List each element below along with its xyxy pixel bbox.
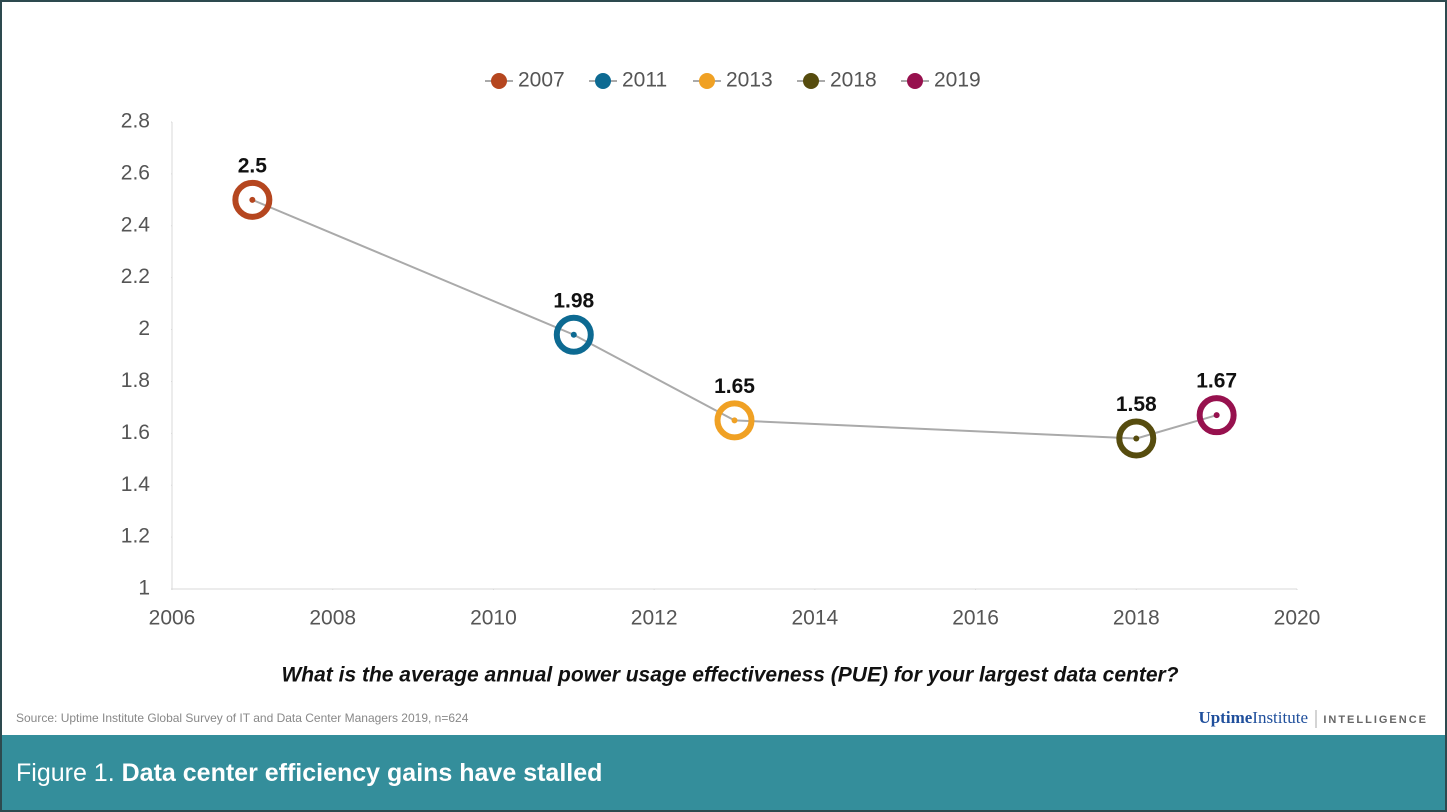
data-label: 1.67 bbox=[1196, 370, 1237, 393]
x-tick-label: 2020 bbox=[1274, 607, 1321, 630]
y-tick-label: 2.4 bbox=[121, 213, 151, 236]
legend-marker bbox=[595, 73, 611, 89]
point bbox=[1196, 395, 1237, 436]
x-tick-label: 2008 bbox=[309, 607, 356, 630]
x-tick-label: 2012 bbox=[631, 607, 678, 630]
data-label: 1.58 bbox=[1116, 393, 1157, 416]
caption-label: Figure 1. bbox=[16, 759, 115, 787]
logo-unit: INTELLIGENCE bbox=[1323, 714, 1428, 726]
y-tick-label: 1 bbox=[138, 577, 150, 600]
data-label: 2.5 bbox=[238, 154, 268, 177]
logo-name: Uptime bbox=[1198, 708, 1252, 727]
point-center bbox=[249, 196, 256, 203]
caption-title: Data center efficiency gains have stalle… bbox=[122, 759, 603, 787]
data-label: 1.98 bbox=[553, 289, 594, 312]
point-center bbox=[731, 417, 738, 424]
legend-label: 2013 bbox=[726, 69, 773, 92]
x-tick-label: 2018 bbox=[1113, 607, 1160, 630]
data-label: 1.65 bbox=[714, 375, 755, 398]
point bbox=[232, 179, 273, 220]
y-tick-label: 1.6 bbox=[121, 421, 150, 444]
legend-marker bbox=[907, 73, 923, 89]
x-tick-label: 2014 bbox=[791, 607, 838, 630]
x-tick-label: 2016 bbox=[952, 607, 999, 630]
point bbox=[553, 314, 594, 355]
y-tick-label: 2.6 bbox=[121, 161, 150, 184]
y-tick-label: 1.8 bbox=[121, 369, 150, 392]
y-tick-label: 2.2 bbox=[121, 265, 150, 288]
source: Source: Uptime Institute Global Survey o… bbox=[16, 711, 469, 725]
logo: UptimeInstitute bbox=[1198, 708, 1308, 727]
caption-bar bbox=[2, 735, 1445, 810]
point-center bbox=[1213, 412, 1220, 419]
logo-suffix: Institute bbox=[1252, 708, 1308, 727]
legend-marker bbox=[491, 73, 507, 89]
point bbox=[1116, 418, 1157, 459]
x-tick-label: 2006 bbox=[149, 607, 196, 630]
x-axis-title: What is the average annual power usage e… bbox=[281, 664, 1178, 687]
point bbox=[714, 400, 755, 441]
point-center bbox=[1133, 435, 1140, 442]
y-tick-label: 2 bbox=[138, 317, 150, 340]
y-tick-label: 2.8 bbox=[121, 110, 150, 133]
legend-marker bbox=[699, 73, 715, 89]
point-center bbox=[570, 331, 577, 338]
legend-marker bbox=[803, 73, 819, 89]
legend-label: 2019 bbox=[934, 69, 981, 92]
legend-label: 2018 bbox=[830, 69, 877, 92]
legend-label: 2007 bbox=[518, 69, 565, 92]
y-tick-label: 1.4 bbox=[121, 473, 151, 496]
legend-label: 2011 bbox=[622, 69, 667, 92]
x-tick-label: 2010 bbox=[470, 607, 517, 630]
y-tick-label: 1.2 bbox=[121, 525, 150, 548]
caption: Figure 1. Data center efficiency gains h… bbox=[16, 759, 602, 787]
